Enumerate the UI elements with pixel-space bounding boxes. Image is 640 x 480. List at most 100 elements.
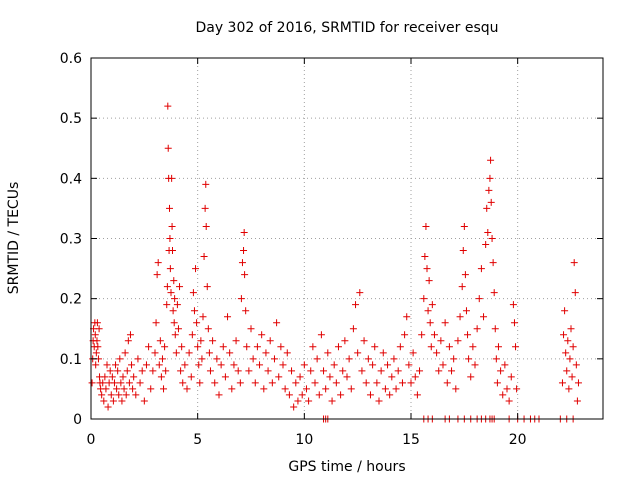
y-tick-label: 0.3 [60,232,82,248]
y-tick-labels: 0 0.1 0.2 0.3 0.4 0.5 0.6 [60,51,82,428]
data-point [168,174,176,182]
data-point [427,343,435,351]
data-point [242,307,250,315]
data-point [439,361,447,369]
data-point [560,331,568,339]
data-point [104,403,112,411]
data-point [465,355,473,363]
data-point [484,228,492,236]
data-point [193,319,201,327]
data-point [568,373,576,381]
data-point [315,391,323,399]
data-point [454,337,462,345]
data-point [124,337,132,345]
data-point [236,379,244,387]
data-point [570,259,578,267]
data-point [407,379,415,387]
data-point [475,295,483,303]
data-point [205,349,213,357]
data-point [441,319,449,327]
data-point [461,271,469,279]
data-point [202,180,210,188]
data-point [313,355,321,363]
data-point [93,337,101,345]
data-point [113,385,121,393]
data-point [91,331,99,339]
data-point [510,319,518,327]
data-point [298,391,306,399]
data-point [158,355,166,363]
data-point [156,337,164,345]
data-point [341,337,349,345]
data-point [356,289,364,297]
data-point [114,367,122,375]
data-point [288,367,296,375]
data-point [195,361,203,369]
data-point [373,379,381,387]
data-point [119,373,127,381]
data-point [102,385,110,393]
y-tick-label: 0.1 [60,352,82,368]
data-point [388,373,396,381]
data-point [574,379,582,387]
data-point [492,355,500,363]
data-point [203,283,211,291]
data-point [166,235,174,242]
data-point [448,367,456,375]
data-point [95,325,103,333]
data-point [428,301,436,309]
data-point [488,235,496,242]
data-point [396,343,404,351]
data-point [567,325,575,333]
data-point [108,373,116,381]
data-point [268,379,276,387]
data-point [483,204,491,212]
data-point [166,265,174,273]
data-point [217,361,225,369]
data-point [204,325,212,333]
data-point [241,271,249,279]
data-point [264,367,272,375]
data-point [112,361,120,369]
data-point [491,325,499,333]
data-point [103,361,111,369]
data-point [573,397,581,405]
data-point [228,385,236,393]
data-point [459,247,467,255]
data-point [115,391,123,399]
data-point [307,367,315,375]
data-point [117,379,125,387]
data-point [275,373,283,381]
data-point [411,373,419,381]
data-point [326,373,334,381]
data-point [426,319,434,327]
data-point [377,367,385,375]
data-point [416,367,424,375]
data-point [106,367,114,375]
data-point [219,343,227,351]
data-point [187,373,195,381]
data-point [100,397,108,405]
data-point [154,259,162,267]
data-point [199,313,207,321]
data-point [343,373,351,381]
data-point [425,277,433,285]
data-point [332,379,340,387]
data-point [437,337,445,345]
data-point [172,349,180,357]
data-point [569,343,577,351]
data-point [189,289,197,297]
data-point [198,355,206,363]
data-point [513,385,521,393]
data-point [358,367,366,375]
data-point [132,391,140,399]
data-point [486,174,494,182]
data-point [430,331,438,339]
data-point [443,379,451,387]
data-point [305,397,313,405]
data-point [147,385,155,393]
data-point [153,271,161,279]
data-point [213,355,221,363]
data-point [164,144,172,152]
